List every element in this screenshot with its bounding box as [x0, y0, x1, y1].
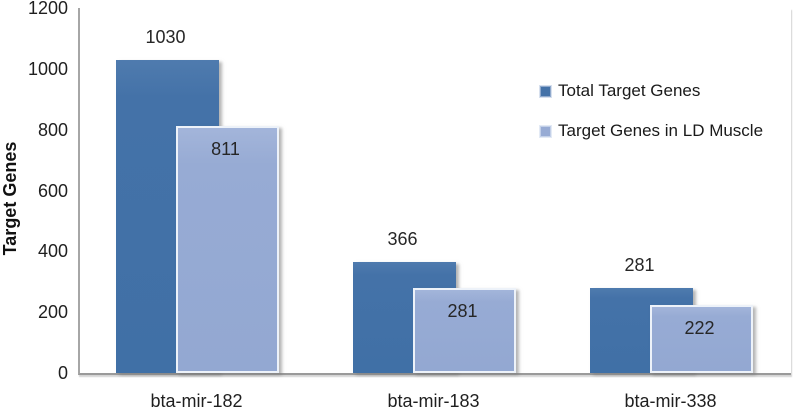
y-tick-label: 1200 — [27, 0, 68, 18]
x-tick-label: bta-mir-183 — [387, 391, 480, 409]
legend: Total Target Genes Target Genes in LD Mus… — [540, 80, 763, 160]
bar-value-label: 366 — [387, 229, 418, 249]
y-tick-label: 800 — [37, 119, 68, 140]
bar-value-label: 222 — [684, 318, 715, 338]
bar-target-genes-in-ld-muscle — [650, 305, 753, 373]
bar-value-label: 811 — [211, 139, 240, 159]
legend-item: Total Target Genes — [540, 80, 763, 102]
y-tick-label: 1000 — [27, 58, 68, 79]
legend-item-label: Total Target Genes — [558, 81, 701, 100]
bar-target-genes-in-ld-muscle — [176, 126, 279, 373]
y-tick-label: 200 — [37, 302, 68, 323]
bar-value-label: 281 — [447, 301, 478, 321]
legend-swatch-icon — [540, 125, 551, 137]
bar-target-genes-in-ld-muscle — [413, 288, 516, 373]
y-tick-label: 400 — [37, 241, 68, 262]
y-tick-label: 0 — [57, 363, 68, 383]
legend-item: Target Genes in LD Muscle — [540, 120, 763, 142]
plot-area — [78, 8, 791, 375]
legend-swatch-icon — [540, 85, 551, 97]
bar-value-label: 1030 — [145, 27, 186, 47]
y-tick-label: 600 — [37, 180, 68, 201]
x-tick-label: bta-mir-182 — [150, 391, 243, 409]
x-tick-label: bta-mir-338 — [624, 391, 717, 409]
legend-item-label: Target Genes in LD Muscle — [558, 121, 764, 140]
bar-value-label: 281 — [624, 255, 655, 275]
